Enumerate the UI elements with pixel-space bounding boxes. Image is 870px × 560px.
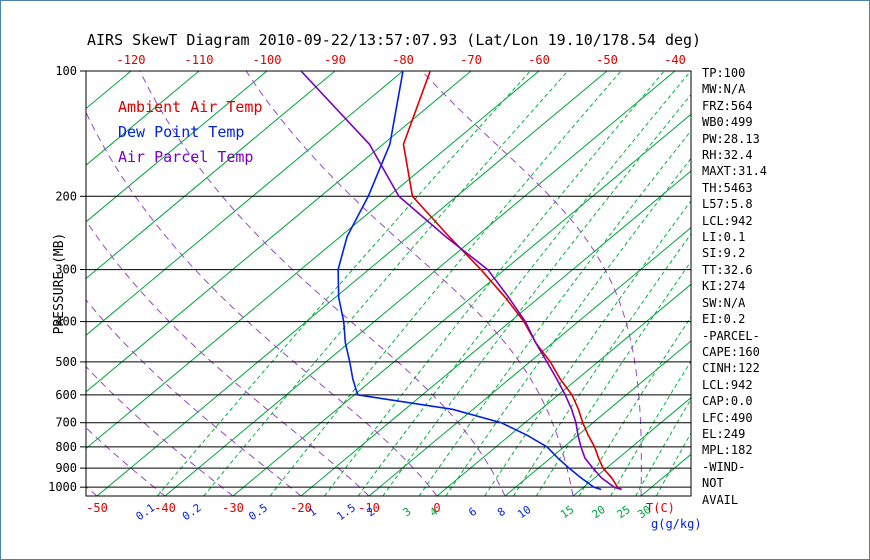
svg-text:500: 500 xyxy=(55,355,77,369)
stat-line: -PARCEL- xyxy=(702,328,760,343)
stat-line: TP:100 xyxy=(702,66,746,80)
stat-line: MW:N/A xyxy=(702,82,746,97)
stat-line: MAXT:31.4 xyxy=(702,164,768,179)
svg-text:1000: 1000 xyxy=(48,480,77,494)
legend-dew-point-temp: Dew Point Temp xyxy=(118,123,245,141)
svg-text:-90: -90 xyxy=(324,53,346,67)
svg-text:900: 900 xyxy=(55,461,77,475)
stat-line: AVAIL xyxy=(702,492,739,507)
svg-text:-60: -60 xyxy=(528,53,550,67)
svg-text:-30: -30 xyxy=(222,501,244,515)
mixing-ratio-unit-label: g(g/kg) xyxy=(651,517,702,531)
sounding-curves xyxy=(300,71,622,491)
svg-text:25: 25 xyxy=(614,503,632,521)
plot-grid xyxy=(86,71,691,496)
legend-ambient-air-temp: Ambient Air Temp xyxy=(118,98,263,116)
svg-text:20: 20 xyxy=(590,503,608,521)
stat-line: CAP:0.0 xyxy=(702,394,753,409)
stat-line: LI:0.1 xyxy=(702,230,746,245)
svg-text:-20: -20 xyxy=(290,501,312,515)
svg-text:-40: -40 xyxy=(154,501,176,515)
svg-text:-40: -40 xyxy=(664,53,686,67)
svg-text:-100: -100 xyxy=(253,53,282,67)
legend-air-parcel-temp: Air Parcel Temp xyxy=(118,148,254,166)
plot-border xyxy=(85,70,692,497)
svg-text:15: 15 xyxy=(558,503,576,521)
svg-text:600: 600 xyxy=(55,388,77,402)
svg-text:1: 1 xyxy=(306,505,319,519)
svg-text:6: 6 xyxy=(466,505,479,519)
svg-text:800: 800 xyxy=(55,440,77,454)
svg-text:-50: -50 xyxy=(596,53,618,67)
svg-text:-50: -50 xyxy=(86,501,108,515)
svg-text:-70: -70 xyxy=(460,53,482,67)
svg-text:8: 8 xyxy=(495,505,508,519)
svg-text:10: 10 xyxy=(515,503,533,521)
svg-text:300: 300 xyxy=(55,263,77,277)
svg-text:3: 3 xyxy=(401,505,414,519)
svg-text:100: 100 xyxy=(55,64,77,78)
svg-text:400: 400 xyxy=(55,315,77,329)
svg-text:0: 0 xyxy=(433,501,440,515)
stat-line: CINH:122 xyxy=(702,361,760,376)
temp-unit-label: T(C) xyxy=(646,501,675,515)
svg-text:0.2: 0.2 xyxy=(180,501,204,523)
stats-panel: TP:100 MW:N/A FRZ:564 WB0:499 PW:28.13 RH:32.… xyxy=(702,65,767,508)
stat-line: FRZ:564 xyxy=(702,98,753,113)
stat-line: CAPE:160 xyxy=(702,344,760,359)
svg-text:30: 30 xyxy=(635,503,653,521)
mixing-ratio-lines xyxy=(157,71,691,496)
curve-dew-point-temp xyxy=(337,71,602,491)
stat-line: RH:32.4 xyxy=(702,148,753,163)
stat-line: MPL:182 xyxy=(702,443,753,458)
pressure-axis-label: PRESSURE (MB) xyxy=(52,233,67,335)
stat-line: TT:32.6 xyxy=(702,262,753,277)
svg-text:1.5: 1.5 xyxy=(334,501,358,523)
curve-air-parcel-temp xyxy=(300,71,622,491)
svg-text:-80: -80 xyxy=(392,53,414,67)
stat-line: LFC:490 xyxy=(702,410,753,425)
stat-line: LCL:942 xyxy=(702,377,753,392)
axis-tick-labels: -120 -110 -100 -90 -80 -70 -60 -50 -40-50 -40 -30-… xyxy=(86,53,701,531)
svg-text:-10: -10 xyxy=(358,501,380,515)
stat-line: EL:249 xyxy=(702,426,746,441)
isotherm-lines xyxy=(86,71,691,496)
stat-line: KI:274 xyxy=(702,279,746,294)
svg-text:700: 700 xyxy=(55,416,77,430)
chart-title: AIRS SkewT Diagram 2010-09-22/13:57:07.9… xyxy=(87,31,702,49)
stat-line: PW:28.13 xyxy=(702,131,760,146)
stat-line: -WIND- xyxy=(702,459,746,474)
stat-line: EI:0.2 xyxy=(702,312,746,327)
stat-line: SW:N/A xyxy=(702,295,746,310)
svg-text:-110: -110 xyxy=(185,53,214,67)
stat-line: WB0:499 xyxy=(702,115,753,130)
stat-line: SI:9.2 xyxy=(702,246,746,261)
svg-text:-120: -120 xyxy=(117,53,146,67)
stat-line: LCL:942 xyxy=(702,213,753,228)
svg-text:0.5: 0.5 xyxy=(246,501,270,523)
svg-text:200: 200 xyxy=(55,189,77,203)
curve-ambient-air-temp xyxy=(402,71,622,491)
stat-line: TH:5463 xyxy=(702,180,753,195)
stat-line: NOT xyxy=(702,476,724,491)
stat-line: L57:5.8 xyxy=(702,197,753,212)
chart-legend: Ambient Air Temp Dew Point Temp Air Parc… xyxy=(118,95,263,170)
